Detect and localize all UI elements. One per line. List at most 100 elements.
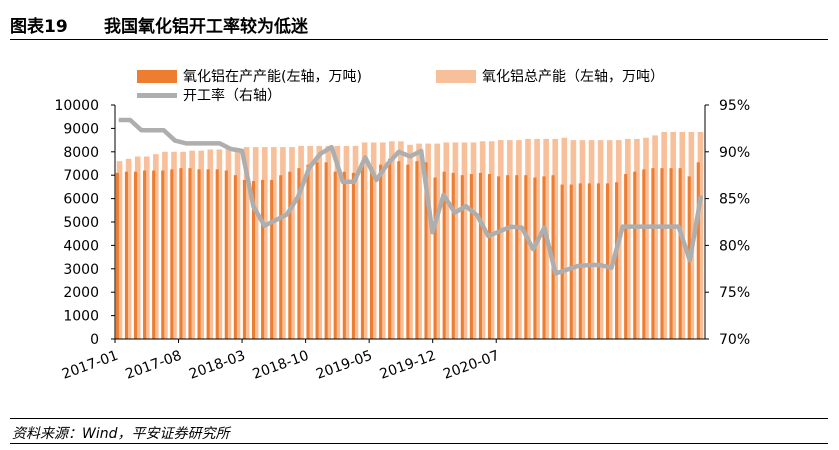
legend-production-label: 氧化铝在产产能(左轴，万吨)	[183, 69, 362, 85]
utilization-point	[218, 142, 221, 145]
capacity-bar	[379, 142, 386, 339]
production-bar	[161, 170, 165, 339]
production-bar	[379, 164, 383, 339]
capacity-bar	[643, 137, 649, 339]
x-tick-label: 2017-08	[123, 348, 183, 383]
production-bar	[578, 183, 582, 339]
production-bar	[506, 175, 510, 339]
production-bar	[224, 170, 228, 339]
production-bar	[179, 168, 183, 339]
capacity-bar	[497, 140, 504, 339]
capacity-bar	[652, 135, 658, 339]
figure-label: 图表19	[10, 17, 68, 37]
utilization-point	[577, 265, 579, 267]
source-note: 资料来源：Wind，平安证券研究所	[12, 426, 230, 442]
utilization-point	[599, 264, 602, 266]
capacity-bar	[370, 142, 377, 339]
utilization-point	[207, 142, 210, 145]
production-bar	[333, 171, 337, 339]
utilization-point	[554, 272, 557, 275]
right-tick-label: 75%	[719, 285, 750, 301]
utilization-point	[610, 267, 613, 269]
capacity-bar	[289, 147, 295, 339]
utilization-point	[174, 139, 176, 142]
utilization-point	[532, 248, 534, 250]
x-tick-label: 2019-05	[314, 348, 374, 383]
utilization-point	[487, 235, 490, 237]
utilization-point	[274, 219, 277, 221]
capacity-bar	[398, 141, 404, 339]
production-bar	[270, 179, 274, 339]
production-bar	[279, 175, 283, 339]
left-tick-label: 0	[90, 332, 99, 348]
capacity-bar	[697, 131, 704, 339]
utilization-point	[375, 179, 378, 181]
capacity-bar	[307, 145, 313, 339]
capacity-bar	[688, 131, 695, 339]
capacity-bar	[361, 142, 368, 339]
figure-title: 我国氧化铝开工率较为低迷	[104, 17, 308, 37]
production-bar	[669, 168, 673, 339]
capacity-bar	[434, 143, 441, 339]
production-bar	[533, 177, 537, 339]
left-axis-ticks: 0 1000 2000 3000 4000 5000 6000 7000 8000 9000 100…	[54, 98, 115, 348]
header-divider	[10, 39, 828, 40]
utilization-point	[286, 213, 288, 216]
capacity-bar	[407, 144, 413, 339]
production-bar	[433, 177, 437, 339]
utilization-point	[409, 155, 411, 158]
utilization-point	[677, 225, 680, 228]
left-tick-label: 1000	[63, 309, 99, 325]
production-bar	[251, 181, 256, 339]
utilization-point	[364, 156, 367, 159]
utilization-point	[655, 225, 658, 228]
production-bar	[261, 179, 265, 339]
capacity-bar	[579, 140, 586, 339]
x-tick-label: 2017-01	[60, 348, 120, 383]
figure-header: 图表19 我国氧化铝开工率较为低迷	[0, 0, 839, 38]
right-tick-label: 70%	[719, 332, 750, 348]
utilization-point	[241, 150, 243, 152]
utilization-point	[565, 268, 568, 271]
capacity-bar	[171, 151, 177, 339]
utilization-line-group	[118, 117, 704, 276]
legend-utilization: 开工率（右轴）	[137, 85, 281, 105]
capacity-bar	[271, 147, 277, 339]
legend-capacity: 氧化铝总产能（左轴，万吨）	[436, 66, 664, 86]
left-tick-label: 2000	[63, 285, 99, 301]
left-tick-label: 10000	[54, 98, 99, 114]
capacity-bar	[207, 149, 214, 339]
capacity-bar	[389, 141, 395, 339]
production-bar	[497, 176, 501, 339]
production-bar	[152, 170, 156, 339]
capacity-bar	[234, 148, 241, 339]
production-bar	[542, 176, 546, 339]
capacity-bar	[225, 148, 232, 339]
capacity-bar	[588, 140, 595, 339]
utilization-point	[140, 129, 143, 132]
left-tick-label: 5000	[63, 215, 99, 231]
production-bar	[651, 168, 655, 339]
capacity-bar	[316, 145, 323, 339]
utilization-point	[263, 224, 266, 227]
right-tick-label: 80%	[719, 238, 750, 254]
production-bar	[206, 169, 210, 339]
production-bar	[415, 161, 419, 339]
capacity-bar	[634, 138, 640, 339]
production-bar	[397, 161, 401, 339]
production-bar	[478, 172, 482, 339]
capacity-bar	[470, 142, 477, 339]
utilization-point	[330, 146, 333, 148]
capacity-bar	[661, 131, 667, 339]
utilization-point	[633, 225, 635, 228]
production-bar	[143, 170, 147, 339]
capacity-bar	[570, 140, 577, 339]
left-tick-label: 6000	[63, 192, 99, 208]
production-bar	[369, 167, 374, 339]
legend-utilization-label: 开工率（右轴）	[183, 88, 281, 104]
legend-capacity-label: 氧化铝总产能（左轴，万吨）	[482, 69, 664, 85]
production-bar	[170, 169, 174, 339]
capacity-bar	[116, 161, 123, 339]
right-tick-label: 90%	[719, 145, 750, 161]
capacity-bar	[243, 147, 250, 339]
